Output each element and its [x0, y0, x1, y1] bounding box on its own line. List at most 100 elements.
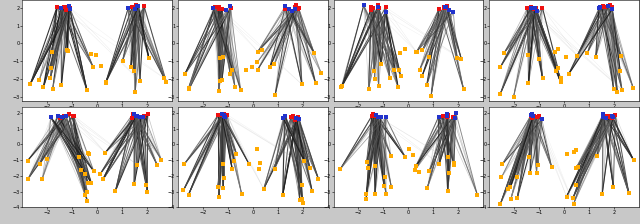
Point: [305, 166, 315, 170]
Point: [287, 9, 297, 13]
Point: [269, 62, 280, 66]
Point: [414, 68, 424, 72]
Point: [118, 59, 128, 62]
Point: [362, 192, 372, 196]
Point: [220, 177, 230, 180]
Point: [496, 176, 506, 179]
Point: [556, 76, 566, 80]
Point: [62, 5, 72, 9]
Point: [141, 183, 152, 187]
Point: [184, 193, 194, 196]
Point: [213, 185, 223, 189]
Point: [67, 114, 77, 118]
Point: [371, 114, 381, 117]
Point: [527, 112, 538, 115]
Point: [217, 113, 227, 117]
Point: [442, 190, 452, 193]
Point: [129, 183, 140, 186]
Point: [100, 80, 111, 84]
Point: [366, 6, 376, 9]
Point: [55, 116, 65, 119]
Point: [131, 114, 141, 118]
Point: [394, 68, 404, 72]
Point: [76, 168, 86, 172]
Point: [404, 147, 414, 151]
Point: [297, 198, 307, 201]
Point: [603, 4, 613, 7]
Point: [83, 190, 93, 194]
Point: [218, 113, 228, 117]
Point: [310, 82, 321, 85]
Point: [255, 161, 266, 164]
Point: [395, 51, 405, 55]
Point: [227, 167, 237, 170]
Point: [522, 6, 532, 10]
Point: [439, 5, 449, 8]
Point: [438, 115, 448, 118]
Point: [133, 4, 143, 8]
Point: [45, 116, 56, 119]
Point: [222, 113, 232, 116]
Point: [529, 114, 539, 118]
Point: [449, 163, 459, 166]
Point: [293, 7, 303, 11]
Point: [597, 192, 607, 196]
Point: [156, 158, 166, 161]
Point: [372, 5, 383, 9]
Point: [424, 169, 435, 172]
Point: [211, 5, 221, 8]
Point: [538, 6, 548, 10]
Point: [131, 114, 141, 118]
Point: [628, 86, 638, 90]
Point: [434, 162, 444, 166]
Point: [218, 186, 228, 190]
Point: [314, 177, 324, 181]
Point: [38, 86, 49, 89]
Point: [556, 80, 566, 84]
Point: [84, 153, 94, 156]
Point: [57, 115, 67, 119]
Point: [74, 155, 84, 159]
Point: [547, 165, 557, 169]
Point: [184, 87, 195, 90]
Point: [617, 88, 627, 92]
Point: [607, 115, 618, 119]
Point: [524, 53, 534, 57]
Point: [472, 193, 483, 196]
Point: [270, 93, 280, 97]
Point: [280, 114, 290, 118]
Point: [528, 114, 538, 117]
Point: [225, 4, 236, 8]
Point: [288, 114, 298, 118]
Point: [381, 192, 391, 196]
Point: [86, 53, 96, 56]
Point: [607, 5, 617, 9]
Point: [505, 186, 515, 189]
Point: [607, 8, 617, 11]
Point: [393, 85, 403, 89]
Point: [609, 87, 619, 90]
Point: [603, 114, 613, 118]
Point: [83, 151, 93, 155]
Point: [551, 69, 561, 73]
Point: [316, 71, 326, 75]
Point: [526, 114, 536, 117]
Point: [412, 50, 422, 54]
Point: [220, 115, 230, 119]
Point: [442, 115, 452, 119]
Point: [227, 68, 237, 72]
Point: [225, 73, 236, 76]
Point: [68, 114, 79, 117]
Point: [526, 6, 536, 10]
Point: [83, 181, 93, 185]
Point: [449, 116, 460, 120]
Point: [527, 116, 537, 120]
Point: [422, 186, 433, 190]
Point: [615, 69, 625, 73]
Point: [129, 69, 139, 73]
Point: [550, 51, 561, 54]
Point: [309, 51, 319, 55]
Point: [532, 115, 542, 119]
Point: [595, 5, 605, 9]
Point: [525, 171, 535, 174]
